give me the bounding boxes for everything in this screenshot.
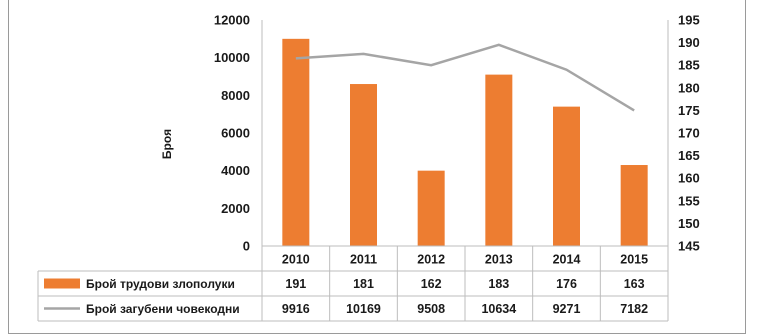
x-tick-label: 2015	[620, 253, 648, 267]
table-cell: 7182	[620, 302, 648, 316]
bar	[620, 165, 648, 246]
right-axis-ticks: 145 150 155 160 165 170 175 180 185 190 195	[678, 13, 700, 254]
legend-swatch-bar	[44, 278, 80, 289]
right-tick-label: 190	[678, 35, 700, 50]
x-tick-label: 2014	[553, 253, 581, 267]
table-cell: 9271	[553, 302, 581, 316]
table-cell: 9508	[417, 302, 445, 316]
right-tick-label: 170	[678, 126, 700, 141]
right-tick-label: 180	[678, 80, 700, 95]
left-tick-label: 2000	[221, 201, 250, 216]
left-tick-label: 10000	[214, 50, 250, 65]
table-cell: 163	[624, 277, 645, 291]
y-axis-label: Броя	[160, 129, 174, 159]
table-cell: 176	[556, 277, 577, 291]
left-tick-label: 6000	[221, 126, 250, 141]
table-cell: 191	[285, 277, 306, 291]
table-cell: 10169	[346, 302, 381, 316]
x-tick-label: 2011	[350, 253, 377, 267]
left-tick-label: 12000	[214, 13, 250, 28]
right-tick-label: 195	[678, 13, 700, 28]
table-cell: 183	[488, 277, 509, 291]
bar	[350, 84, 377, 247]
table-cell: 181	[353, 277, 374, 291]
x-tick-label: 2013	[485, 253, 513, 267]
left-tick-label: 4000	[221, 163, 250, 178]
right-tick-label: 155	[678, 193, 700, 208]
bar-series	[282, 38, 648, 247]
right-tick-label: 165	[678, 148, 700, 163]
left-axis-ticks: 0 2000 4000 6000 8000 10000 12000	[214, 13, 250, 254]
right-tick-label: 150	[678, 216, 700, 231]
left-tick-label: 0	[243, 239, 250, 254]
bar	[485, 74, 513, 246]
table-cell: 162	[421, 277, 442, 291]
right-tick-label: 175	[678, 103, 700, 118]
right-tick-label: 145	[678, 239, 700, 254]
line-series	[295, 43, 635, 112]
legend-label: Брой трудови злополуки	[86, 277, 235, 291]
legend-label: Брой загубени човекодни	[86, 302, 240, 316]
table-cell: 10634	[481, 302, 516, 316]
x-tick-label: 2012	[417, 253, 445, 267]
left-tick-label: 8000	[221, 88, 250, 103]
table-cell: 9916	[282, 302, 310, 316]
right-tick-label: 185	[678, 58, 700, 73]
bar	[282, 38, 310, 247]
right-tick-label: 160	[678, 171, 700, 186]
bar	[417, 170, 445, 246]
data-table: 2010 2011 2012 2013 2014 2015 Брой трудови зло…	[37, 245, 669, 322]
bar	[553, 106, 580, 246]
x-tick-label: 2010	[282, 253, 310, 267]
